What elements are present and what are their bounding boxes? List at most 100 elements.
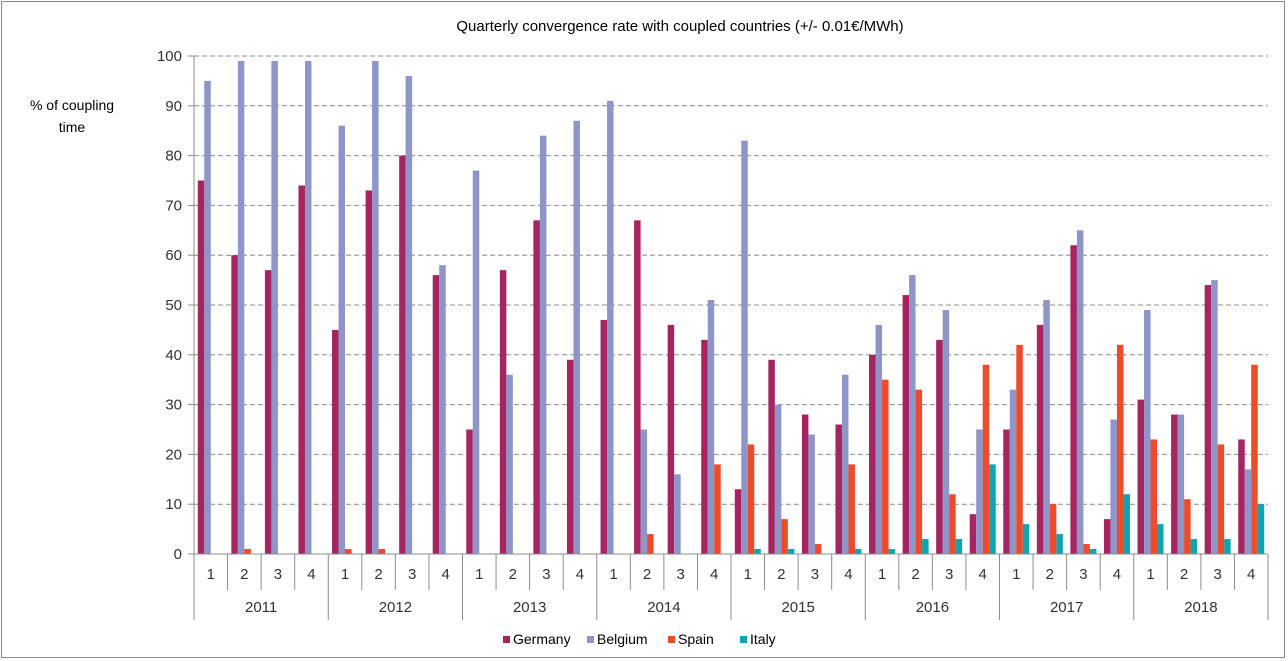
y-tick-labels: 0 10 20 30 40 50 60 70 80 90 100 — [157, 48, 182, 563]
bar-belgium — [439, 265, 446, 554]
bar-spain — [1049, 504, 1057, 554]
bar-belgium — [1009, 389, 1017, 554]
year-label: 2015 — [781, 599, 814, 616]
quarter-label: 2 — [643, 566, 651, 583]
bar-spain — [882, 379, 889, 554]
bar-germany — [902, 295, 910, 554]
bar-italy — [1257, 504, 1265, 554]
y-tick-label: 30 — [165, 397, 182, 414]
bar-belgium — [1177, 414, 1185, 554]
quarter-label: 1 — [609, 566, 617, 583]
bar-germany — [734, 489, 742, 554]
y-tick-label: 0 — [174, 546, 182, 563]
quarter-label: 1 — [744, 566, 752, 583]
y-tick-label: 80 — [165, 148, 182, 165]
bar-germany — [634, 220, 641, 554]
quarter-label: 4 — [307, 566, 315, 583]
bar-spain — [781, 519, 788, 554]
bar-belgium — [372, 60, 379, 554]
bar-belgium — [1244, 469, 1252, 554]
bar-spain — [1016, 344, 1023, 554]
bar-germany — [432, 275, 440, 554]
bar-belgium — [1043, 300, 1050, 554]
year-label: 2013 — [513, 599, 546, 616]
bar-spain — [1150, 439, 1158, 554]
bar-italy — [888, 549, 896, 554]
bar-germany — [835, 424, 842, 554]
bar-germany — [231, 255, 238, 554]
quarter-label: 2 — [777, 566, 785, 583]
legend-swatch-italy — [740, 636, 747, 643]
bar-italy — [955, 539, 963, 554]
chart-title: Quarterly convergence rate with coupled … — [456, 18, 903, 35]
bar-belgium — [909, 275, 916, 554]
bar-belgium — [942, 309, 950, 554]
bar-germany — [936, 339, 943, 554]
bar-belgium — [472, 170, 480, 555]
bar-belgium — [204, 80, 211, 555]
quarter-label: 1 — [878, 566, 886, 583]
bar-germany — [1238, 439, 1245, 554]
bar-belgium — [539, 135, 547, 554]
bar-belgium — [741, 140, 748, 554]
bar-spain — [378, 549, 386, 554]
bar-italy — [1190, 539, 1198, 554]
bar-spain — [244, 549, 251, 554]
y-axis-label-line-1: % of coupling — [30, 97, 114, 113]
gridlines — [188, 55, 1268, 555]
bar-spain — [982, 364, 990, 554]
y-tick-label: 50 — [165, 297, 182, 314]
bar-germany — [768, 359, 775, 554]
quarter-label: 2 — [240, 566, 248, 583]
year-label: 2017 — [1050, 599, 1083, 616]
bar-spain — [949, 494, 956, 554]
bar-belgium — [1144, 309, 1151, 554]
legend-swatch-belgium — [587, 636, 594, 643]
bar-italy — [787, 549, 795, 554]
bar-belgium — [573, 120, 580, 555]
bar-spain — [848, 464, 855, 554]
quarter-label: 1 — [207, 566, 215, 583]
quarter-label: 4 — [576, 566, 584, 583]
year-label: 2011 — [245, 599, 277, 616]
quarter-label: 4 — [979, 566, 987, 583]
y-tick-label: 70 — [165, 197, 182, 214]
bar-germany — [332, 329, 339, 554]
bar-italy — [1224, 539, 1231, 554]
bar-germany — [969, 514, 977, 554]
quarter-label: 1 — [1146, 566, 1154, 583]
legend-label-spain: Spain — [678, 631, 714, 647]
bar-germany — [1171, 414, 1178, 554]
legend-label-italy: Italy — [750, 631, 776, 647]
bar-belgium — [976, 429, 983, 554]
bar-spain — [345, 549, 352, 554]
year-label: 2018 — [1184, 599, 1217, 616]
bar-italy — [854, 549, 862, 554]
quarter-label: 2 — [374, 566, 382, 583]
y-axis-label-line-2: time — [59, 119, 86, 135]
quarter-label: 3 — [542, 566, 550, 583]
bar-germany — [264, 270, 272, 554]
legend-swatch-spain — [668, 636, 675, 643]
bar-belgium — [271, 60, 278, 554]
bar-germany — [533, 220, 540, 554]
y-tick-label: 10 — [165, 496, 182, 513]
bar-germany — [667, 324, 675, 554]
legend-label-belgium: Belgium — [597, 631, 648, 647]
quarter-label: 1 — [1012, 566, 1020, 583]
y-tick-label: 100 — [157, 48, 182, 65]
year-label: 2014 — [647, 599, 680, 616]
quarter-label: 3 — [1213, 566, 1221, 583]
quarter-label: 1 — [475, 566, 483, 583]
x-axis: 1 2 3 4 1 2 3 4 1 2 3 4 1 2 3 4 1 2 3 4 1 2 3 4 1 2 3 4 1 2 3 4 2011 2012… — [193, 553, 1269, 620]
bar-spain — [714, 464, 721, 554]
bar-belgium — [607, 100, 614, 554]
year-label: 2012 — [379, 599, 412, 616]
bar-belgium — [1211, 280, 1218, 554]
bar-italy — [754, 549, 761, 554]
quarter-label: 4 — [1113, 566, 1121, 583]
y-tick-label: 60 — [165, 247, 182, 264]
quarter-label: 4 — [844, 566, 852, 583]
year-label: 2016 — [916, 599, 949, 616]
